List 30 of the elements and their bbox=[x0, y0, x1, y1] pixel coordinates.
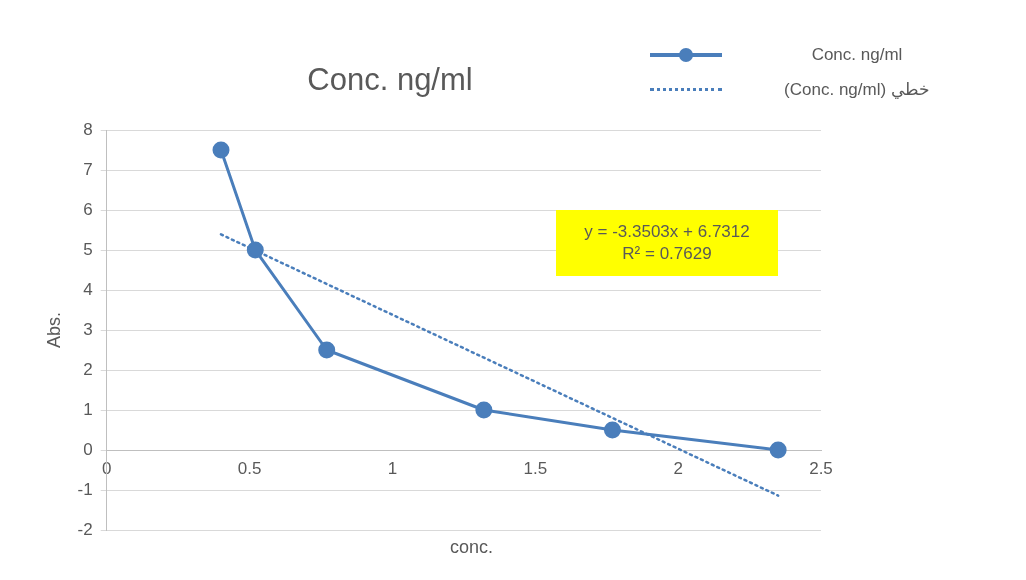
y-tick-label: 8 bbox=[83, 119, 93, 139]
y-axis-title: Abs. bbox=[43, 311, 64, 349]
x-axis-title: conc. bbox=[449, 537, 494, 558]
point bbox=[246, 241, 264, 259]
y-tick-label: 3 bbox=[83, 319, 93, 339]
x-tick-label: 1 bbox=[387, 458, 398, 478]
point bbox=[318, 341, 336, 359]
x-tick-label: 2 bbox=[673, 458, 683, 478]
annotation: y = -3.3503x + 6.7312 bbox=[583, 221, 751, 243]
point bbox=[475, 401, 493, 419]
point bbox=[769, 441, 787, 459]
x-tick-label: 1.5 bbox=[523, 458, 548, 478]
equation-box: y = -3.3503x + 6.7312 R² = 0.7629 bbox=[556, 210, 778, 276]
point bbox=[603, 421, 621, 439]
y-tick-label: 0 bbox=[83, 439, 93, 459]
y-tick-label: 2 bbox=[83, 359, 93, 379]
y-tick-label: 4 bbox=[83, 279, 93, 299]
x-tick-label: 0.5 bbox=[237, 458, 262, 478]
chart-title: Conc. ng/ml bbox=[306, 62, 474, 98]
y-tick-label: -1 bbox=[77, 479, 93, 499]
text: Conc. ng/ml bbox=[810, 45, 904, 65]
point bbox=[212, 141, 230, 159]
y-tick-label: -2 bbox=[77, 519, 93, 539]
y-tick-label: 5 bbox=[83, 239, 93, 259]
text: خطي (Conc. ng/ml) bbox=[783, 78, 931, 100]
y-tick-label: 7 bbox=[83, 159, 93, 179]
x-tick-label: 2.5 bbox=[809, 458, 833, 478]
y-tick-label: 6 bbox=[83, 199, 93, 219]
annotation: R² = 0.7629 bbox=[621, 243, 713, 265]
y-tick-label: 1 bbox=[83, 399, 93, 419]
